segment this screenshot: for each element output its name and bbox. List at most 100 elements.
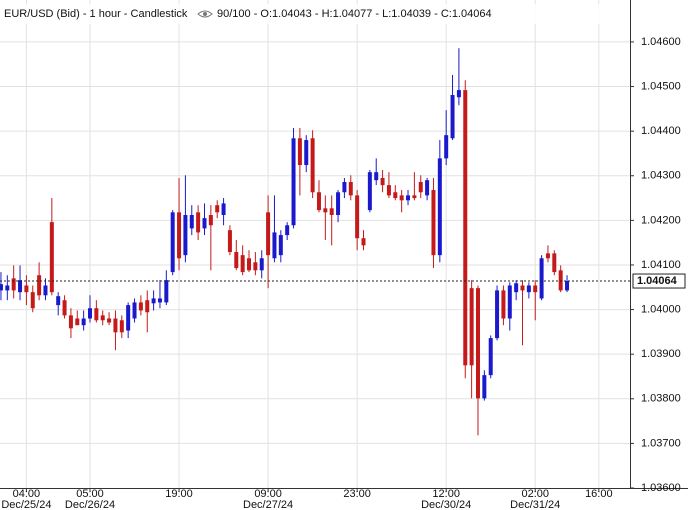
candle-body	[475, 288, 480, 399]
x-tick-label: 05:00	[76, 488, 104, 500]
last-price-label: 1.04064	[637, 275, 678, 287]
candle-body	[113, 318, 118, 333]
candle-body	[444, 135, 449, 159]
candle-body	[304, 140, 309, 166]
candle-body	[215, 205, 220, 213]
candle-body	[431, 190, 436, 256]
candle-body	[189, 215, 194, 229]
candle-body	[234, 252, 239, 269]
candle-body	[469, 288, 474, 366]
candle-body	[450, 95, 455, 139]
y-tick-label: 1.04100	[641, 259, 681, 271]
y-tick-label: 1.04600	[641, 36, 681, 48]
candle-body	[227, 230, 232, 253]
y-tick-label: 1.03600	[641, 482, 681, 494]
candle-body	[437, 158, 442, 256]
candle-body	[514, 283, 519, 293]
candle-body	[380, 177, 385, 186]
candle-body	[68, 315, 73, 329]
candle-body	[253, 262, 258, 271]
candle-body	[272, 232, 277, 259]
visibility-icon[interactable]	[197, 10, 213, 18]
candle-body	[297, 138, 302, 166]
ohlc-legend: 90/100 - O:1.04043 - H:1.04077 - L:1.040…	[217, 8, 492, 20]
candle-body	[482, 375, 487, 399]
candle-body	[170, 212, 175, 273]
date-label: Dec/25/24	[1, 499, 51, 510]
candle-body	[100, 315, 105, 321]
candle-body	[412, 195, 417, 199]
candle-body	[247, 258, 252, 271]
x-tick-label: 16:00	[585, 488, 613, 500]
candle-body	[463, 90, 468, 366]
candle-body	[539, 258, 544, 299]
y-tick-label: 1.03800	[641, 393, 681, 405]
candle-body	[30, 292, 35, 309]
candle-body	[488, 338, 493, 376]
candle-body	[533, 285, 538, 293]
candle-body	[374, 172, 379, 181]
x-tick-label: 19:00	[165, 488, 193, 500]
candle-body	[183, 215, 188, 256]
candle-body	[495, 290, 500, 339]
candle-body	[501, 290, 506, 319]
candle-body	[259, 258, 264, 271]
candle-body	[177, 212, 182, 259]
y-tick-label: 1.04300	[641, 170, 681, 182]
candle-body	[342, 181, 347, 193]
candle-body	[361, 238, 366, 246]
candle-body	[552, 253, 557, 273]
candle-body	[94, 308, 99, 321]
candle-body	[196, 212, 201, 233]
candle-body	[151, 298, 156, 304]
candle-body	[145, 300, 150, 313]
date-label: Dec/30/24	[421, 499, 471, 510]
candle-body	[107, 318, 112, 323]
candle-body	[88, 308, 92, 319]
candle-body	[24, 285, 29, 293]
chart-title: EUR/USD (Bid) - 1 hour - Candlestick	[4, 8, 188, 20]
candle-body	[278, 235, 283, 256]
candle-body	[285, 225, 290, 236]
candle-body	[291, 138, 296, 226]
candle-body	[138, 302, 143, 311]
candle-body	[323, 208, 328, 213]
candle-body	[56, 296, 61, 306]
candle-body	[164, 280, 169, 303]
candle-body	[43, 285, 48, 296]
candle-body	[329, 208, 334, 216]
candle-body	[310, 138, 315, 193]
candle-body	[336, 192, 341, 216]
candle-body	[399, 195, 404, 201]
candle-body	[132, 302, 137, 319]
candle-body	[37, 275, 42, 296]
candle-body	[49, 222, 54, 293]
x-tick-label: 04:00	[13, 488, 41, 500]
eye-outline	[197, 10, 213, 18]
candle-body	[202, 218, 207, 229]
candle-body	[0, 284, 3, 291]
date-label: Dec/26/24	[65, 499, 115, 510]
candle-body	[520, 285, 525, 291]
candle-body	[157, 298, 162, 303]
candle-body	[75, 318, 80, 326]
candle-body	[545, 253, 550, 259]
x-tick-label: 09:00	[254, 488, 282, 500]
candle-body	[119, 320, 124, 333]
date-label: Dec/27/24	[243, 499, 293, 510]
x-tick-label: 02:00	[521, 488, 549, 500]
y-tick-label: 1.03900	[641, 348, 681, 360]
candle-body	[526, 285, 531, 293]
candle-body	[418, 181, 423, 193]
candle-body	[11, 278, 16, 291]
y-tick-label: 1.04000	[641, 303, 681, 315]
candles	[0, 48, 570, 436]
candle-body	[367, 172, 372, 211]
candle-body	[565, 281, 570, 291]
candle-body	[355, 195, 360, 239]
y-tick-label: 1.04500	[641, 80, 681, 92]
candle-body	[425, 180, 430, 196]
candle-body	[456, 90, 461, 98]
